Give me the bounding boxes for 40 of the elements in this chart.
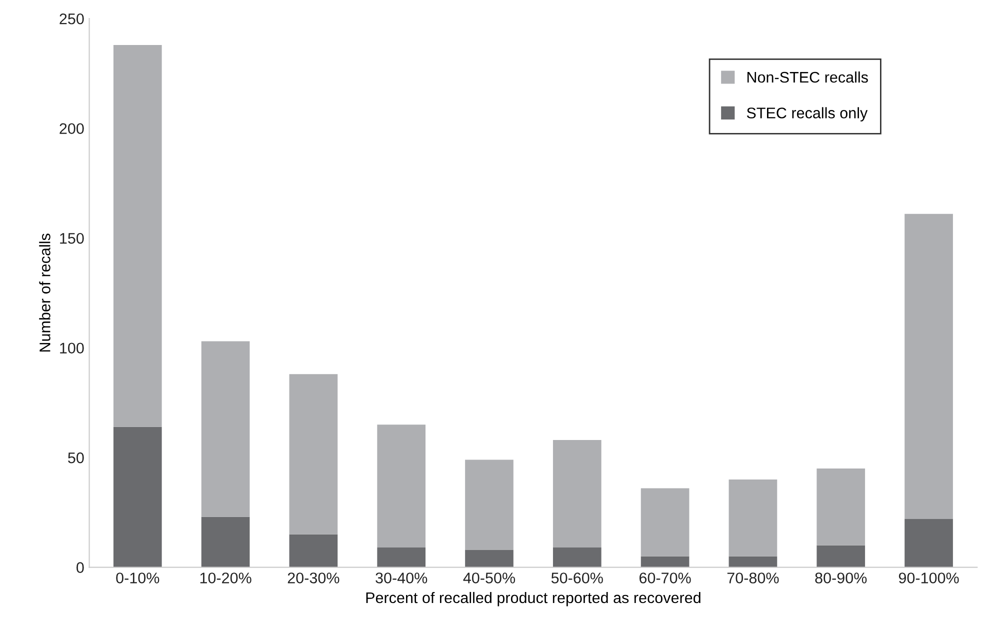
x-tick-label: 0-10% [116,572,160,584]
bar [465,460,514,550]
bar [552,548,602,568]
x-tick-label: 30-40% [376,572,428,584]
bar [201,341,250,517]
bar [377,548,426,568]
x-tick-label: 20-30% [288,572,340,584]
y-tick-label: 250 [60,13,84,24]
legend-label: STEC recalls only [746,107,868,122]
y-tick-label: 200 [60,123,84,134]
bar [113,44,162,427]
legend-label: Non-STEC recalls [747,71,868,83]
y-tick-label: 0 [76,562,84,573]
bar [552,440,602,548]
bar [113,426,162,568]
bar [728,480,778,556]
bar [640,488,690,556]
x-tick-label: 90-100% [898,572,959,584]
y-tick-label: 50 [68,452,84,464]
y-axis-title: Number of recalls [39,234,50,352]
x-tick-label: 70-80% [727,572,779,584]
bar [201,516,250,568]
bar [816,545,866,568]
x-tick-label: 50-60% [551,572,603,584]
bar [728,556,778,568]
x-tick-label: 10-20% [200,572,252,584]
bar [816,468,866,546]
bar [904,519,953,568]
bar [904,214,953,520]
bar [289,534,338,568]
x-tick-label: 80-90% [815,572,867,584]
x-tick-label: 40-50% [463,572,516,584]
bar [640,556,690,568]
bar [377,424,426,548]
bar [289,374,338,534]
x-axis-title: Percent of recalled product reported as recovered [366,592,700,606]
y-tick-label: 150 [60,232,84,244]
x-tick-label: 60-70% [640,572,691,584]
bar [465,550,514,568]
y-tick-label: 100 [60,342,84,354]
